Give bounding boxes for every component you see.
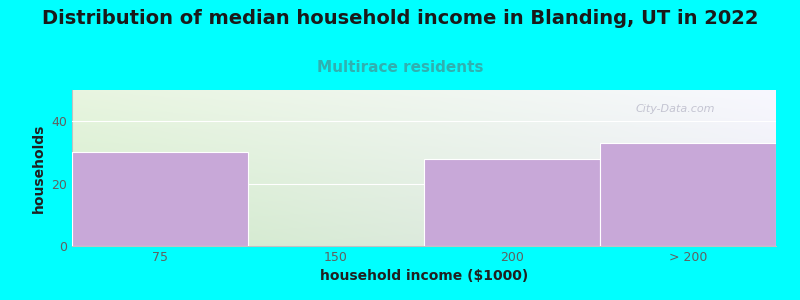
Bar (600, 143, 776, 246)
Text: City-Data.com: City-Data.com (635, 104, 714, 114)
Y-axis label: households: households (32, 123, 46, 213)
Bar (424, 159, 600, 246)
X-axis label: household income ($1000): household income ($1000) (320, 269, 528, 284)
Bar (72, 152, 248, 246)
Text: Multirace residents: Multirace residents (317, 60, 483, 75)
Text: Distribution of median household income in Blanding, UT in 2022: Distribution of median household income … (42, 9, 758, 28)
